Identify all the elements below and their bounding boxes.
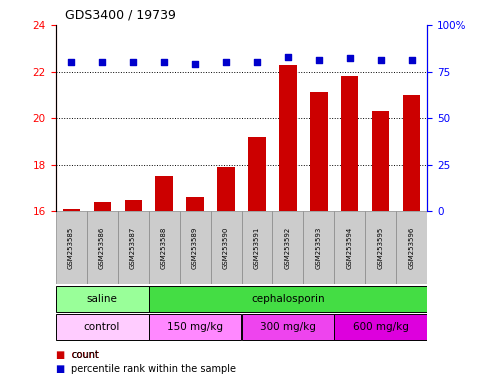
Point xyxy=(346,55,354,61)
Bar xyxy=(56,314,149,340)
Text: 300 mg/kg: 300 mg/kg xyxy=(260,322,316,333)
Point xyxy=(315,57,323,63)
Bar xyxy=(211,211,242,284)
Text: GSM253593: GSM253593 xyxy=(316,227,322,269)
Bar xyxy=(311,93,327,211)
Bar xyxy=(217,167,235,211)
Bar xyxy=(366,211,397,284)
Bar xyxy=(280,65,297,211)
Point xyxy=(67,59,75,65)
Text: GSM253586: GSM253586 xyxy=(99,227,105,269)
Text: control: control xyxy=(84,322,120,333)
Text: GDS3400 / 19739: GDS3400 / 19739 xyxy=(65,8,176,21)
Bar xyxy=(242,314,334,340)
Bar xyxy=(242,211,272,284)
Bar xyxy=(303,211,334,284)
Bar xyxy=(334,211,366,284)
Bar xyxy=(86,211,117,284)
Text: 600 mg/kg: 600 mg/kg xyxy=(353,322,409,333)
Bar xyxy=(94,202,111,211)
Text: GSM253589: GSM253589 xyxy=(192,227,198,269)
Bar xyxy=(397,211,427,284)
Point xyxy=(284,53,292,60)
Bar xyxy=(372,111,389,211)
Bar xyxy=(149,211,180,284)
Text: GSM253587: GSM253587 xyxy=(130,227,136,269)
Point xyxy=(222,59,230,65)
Text: count: count xyxy=(71,350,99,360)
Point xyxy=(129,59,137,65)
Text: GSM253585: GSM253585 xyxy=(68,227,74,269)
Bar xyxy=(403,95,421,211)
Bar xyxy=(125,200,142,211)
Text: GSM253596: GSM253596 xyxy=(409,227,415,269)
Bar xyxy=(149,314,242,340)
Text: 150 mg/kg: 150 mg/kg xyxy=(167,322,223,333)
Text: cephalosporin: cephalosporin xyxy=(251,293,325,304)
Text: percentile rank within the sample: percentile rank within the sample xyxy=(71,364,236,374)
Point xyxy=(98,59,106,65)
Bar xyxy=(117,211,149,284)
Point xyxy=(191,61,199,67)
Bar xyxy=(334,314,427,340)
Text: GSM253595: GSM253595 xyxy=(378,227,384,269)
Bar xyxy=(156,176,172,211)
Text: GSM253592: GSM253592 xyxy=(285,227,291,269)
Point xyxy=(160,59,168,65)
Text: GSM253591: GSM253591 xyxy=(254,227,260,269)
Text: GSM253590: GSM253590 xyxy=(223,227,229,269)
Bar xyxy=(56,286,149,311)
Text: saline: saline xyxy=(86,293,117,304)
Text: ■: ■ xyxy=(56,364,65,374)
Bar xyxy=(186,197,203,211)
Text: GSM253588: GSM253588 xyxy=(161,227,167,269)
Bar xyxy=(272,211,303,284)
Point xyxy=(253,59,261,65)
Point xyxy=(408,57,416,63)
Bar xyxy=(180,211,211,284)
Bar xyxy=(248,137,266,211)
Bar xyxy=(62,209,80,211)
Text: ■  count: ■ count xyxy=(56,350,99,360)
Point xyxy=(377,57,385,63)
Bar xyxy=(341,76,358,211)
Bar xyxy=(149,286,427,311)
Text: GSM253594: GSM253594 xyxy=(347,227,353,269)
Bar xyxy=(56,211,86,284)
